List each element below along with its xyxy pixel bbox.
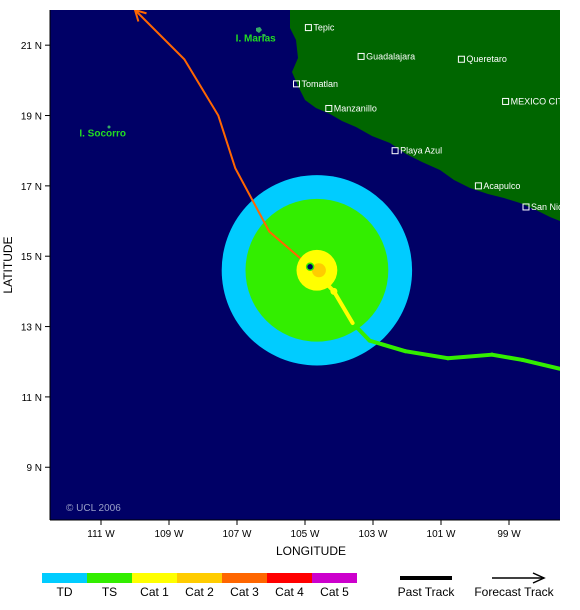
city-label: MEXICO CITY (511, 96, 570, 106)
x-tick-label: 111 W (87, 529, 115, 540)
y-tick-label: 11 N (22, 393, 42, 404)
y-tick-label: 13 N (21, 323, 42, 334)
city-square-icon (457, 55, 465, 63)
past-track-legend-label: Past Track (398, 585, 456, 599)
legend-swatch (42, 573, 87, 583)
legend-category-label: Cat 3 (230, 585, 259, 599)
legend-category-label: Cat 1 (140, 585, 169, 599)
city-marker: Manzanillo (325, 103, 377, 113)
city-label: Tepic (313, 23, 335, 33)
past-track-segment (490, 352, 525, 362)
y-tick-label: 9 N (26, 463, 42, 474)
island-label: I. Socorro (79, 129, 126, 140)
past-track-segment (445, 352, 494, 361)
city-square-icon (293, 80, 300, 88)
city-square-icon (502, 97, 510, 105)
city-square-icon (357, 52, 365, 60)
legend-category-label: Cat 2 (185, 585, 214, 599)
category-legend (42, 573, 357, 583)
city-square-icon (474, 182, 482, 190)
legend-category-label: Cat 5 (320, 585, 349, 599)
city-square-icon (439, 1, 447, 9)
y-tick-label: 19 N (21, 112, 42, 123)
city-marker: Tepic (304, 23, 335, 33)
city-square-icon (522, 203, 530, 211)
past-track-segment (331, 289, 355, 326)
city-marker: Queretaro (457, 54, 507, 64)
forecast-track-arrowhead (133, 10, 147, 22)
y-tick-label: 15 N (21, 252, 42, 263)
x-axis-title: LONGITUDE (276, 544, 346, 558)
marias-island-shape (262, 34, 266, 37)
legend-category-label: TS (102, 585, 117, 599)
island-label: I. Marias (236, 34, 276, 45)
city-marker: Tomatlan (293, 79, 339, 89)
forecast-track-legend-label: Forecast Track (474, 585, 554, 599)
city-marker: MEXICO CITY (502, 96, 570, 106)
city-square-icon (325, 104, 333, 112)
city-label: San Luis Potosi (448, 0, 511, 10)
city-marker: Guadalajara (357, 51, 415, 61)
socorro-island-shape (107, 125, 111, 129)
legend-swatch (87, 573, 132, 583)
track-position-dot (330, 287, 338, 295)
x-tick-label: 101 W (427, 529, 456, 540)
storm-center-marker (305, 262, 315, 272)
legend-swatch (132, 573, 177, 583)
legend-swatch (222, 573, 267, 583)
city-marker: San Luis Potosi (439, 0, 511, 10)
x-tick-label: 99 W (497, 529, 521, 540)
past-track-segment (367, 338, 408, 354)
forecast-track-line (134, 10, 311, 268)
storm-eye-ring (311, 263, 326, 278)
legend-category-label: TD (57, 585, 73, 599)
city-square-icon (391, 147, 399, 155)
city-marker: San Nicolas (522, 202, 580, 212)
city-label: Tomatlan (302, 79, 339, 89)
city-label: San Nicolas (531, 202, 580, 212)
legend-swatch (177, 573, 222, 583)
city-marker: Playa Azul (391, 146, 442, 156)
city-square-icon (304, 24, 312, 32)
past-track-segment (350, 321, 372, 343)
marias-island-shape (256, 27, 262, 33)
city-label: Playa Azul (400, 146, 442, 156)
legend-swatch (267, 573, 312, 583)
legend-category-label: Cat 4 (275, 585, 304, 599)
city-label: Guadalajara (366, 51, 415, 61)
city-label: Manzanillo (334, 103, 377, 113)
mexico-land-area (290, 10, 560, 221)
past-track-segment (520, 357, 560, 371)
legend-swatch (312, 573, 357, 583)
x-tick-label: 105 W (291, 529, 320, 540)
city-marker: Acapulco (474, 181, 520, 191)
y-axis-title: LATITUDE (1, 236, 15, 293)
y-tick-label: 17 N (21, 182, 42, 193)
credit-text: © UCL 2006 (66, 503, 121, 514)
x-tick-label: 107 W (223, 529, 252, 540)
x-tick-label: 109 W (155, 529, 184, 540)
y-tick-label: 21 N (21, 41, 42, 52)
x-tick-label: 103 W (359, 529, 388, 540)
city-label: Acapulco (483, 181, 520, 191)
city-label: Queretaro (466, 54, 507, 64)
past-track-segment (403, 349, 450, 361)
